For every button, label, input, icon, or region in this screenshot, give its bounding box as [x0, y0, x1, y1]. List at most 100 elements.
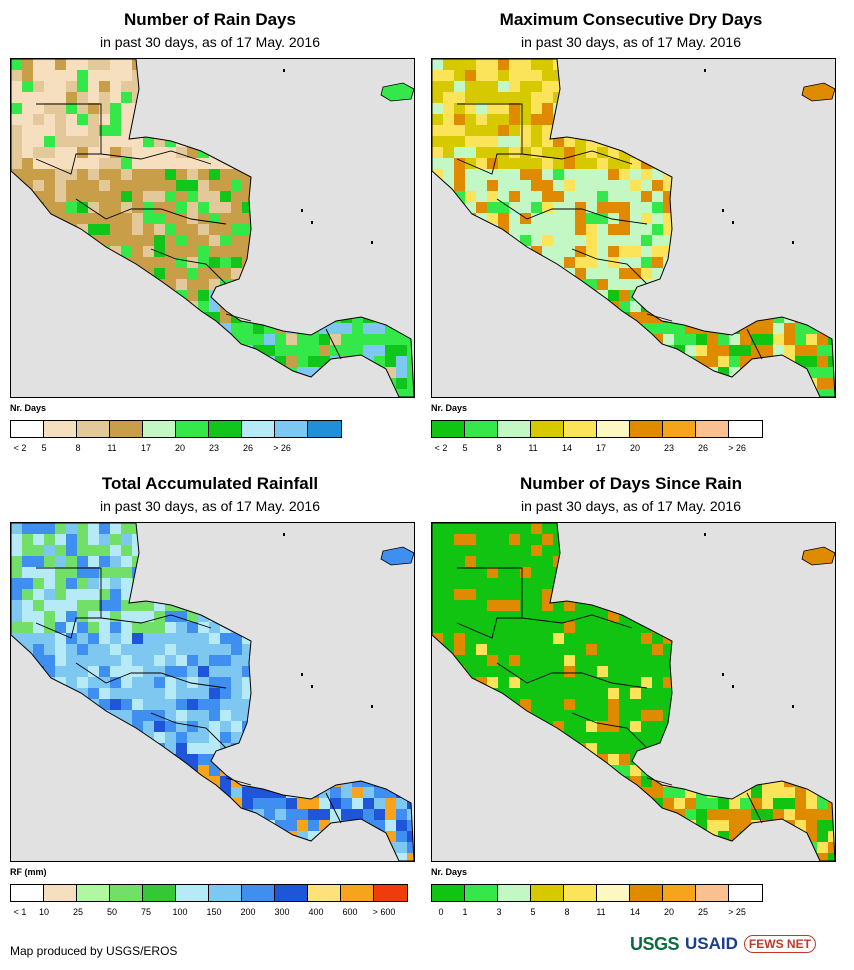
legend-tick-label: < 2 — [434, 443, 448, 453]
land-grid — [11, 59, 414, 397]
map-days-since-rain — [431, 522, 836, 862]
panel-subtitle: in past 30 days, as of 17 May. 2016 — [100, 498, 320, 514]
panel-rain-days: Number of Rain Days in past 30 days, as … — [0, 0, 420, 460]
legend-colorbar — [431, 884, 763, 902]
legend-swatch — [498, 421, 531, 437]
island-jamaica — [801, 546, 835, 566]
legend-tick-label: 0 — [438, 907, 444, 917]
legend-swatch — [663, 885, 696, 901]
country-border — [456, 567, 523, 639]
legend-swatch — [696, 421, 729, 437]
country-border — [571, 248, 648, 285]
legend-tick-label: 8 — [564, 907, 570, 917]
legend-tick-label: 300 — [274, 907, 290, 917]
legend-tick-label: 11 — [596, 907, 606, 917]
legend-tick-label: < 1 — [13, 907, 27, 917]
country-border — [571, 712, 648, 749]
legend-swatch — [597, 421, 630, 437]
legend-swatch — [77, 421, 110, 437]
legend-swatch — [531, 885, 564, 901]
legend-tick-label: < 2 — [13, 443, 27, 453]
legend-tick-label: 400 — [308, 907, 324, 917]
map-total-rainfall — [10, 522, 415, 862]
country-border — [746, 328, 763, 360]
coastline — [432, 59, 835, 397]
legend-swatch — [564, 885, 597, 901]
country-border — [325, 792, 342, 824]
legend-swatch — [110, 421, 143, 437]
small-island — [732, 221, 734, 224]
legend-tick-label: 26 — [242, 443, 254, 453]
country-border — [456, 103, 523, 175]
island-jamaica — [801, 82, 835, 102]
legend-swatch — [143, 421, 176, 437]
country-border — [225, 777, 252, 786]
legend-swatch — [11, 421, 44, 437]
legend-swatch — [209, 421, 242, 437]
legend-tick-label: 17 — [595, 443, 607, 453]
panel-title: Number of Days Since Rain — [519, 474, 742, 493]
legend-title: Nr. Days — [431, 867, 468, 877]
country-border — [521, 614, 633, 629]
country-border — [521, 150, 633, 165]
legend-tick-label: 20 — [174, 443, 186, 453]
country-border — [150, 712, 227, 749]
small-island — [301, 209, 303, 212]
panel-subtitle: in past 30 days, as of 17 May. 2016 — [521, 34, 741, 50]
legend-tick-label: 14 — [561, 443, 573, 453]
legend-swatch — [143, 885, 176, 901]
country-border — [75, 662, 227, 689]
legend-tick-label: > 26 — [728, 443, 746, 453]
legend-swatch — [465, 885, 498, 901]
fews-net-logo: FEWS NET — [743, 935, 816, 953]
legend-swatch — [432, 885, 465, 901]
legend-swatch — [308, 885, 341, 901]
country-border — [35, 103, 102, 175]
legend-tick-label: 150 — [206, 907, 222, 917]
legend-swatch — [630, 421, 663, 437]
legend-tick-label: 75 — [140, 907, 152, 917]
legend-colorbar — [431, 420, 763, 438]
small-island — [792, 241, 794, 244]
legend-tick-label: 1 — [462, 907, 468, 917]
country-border — [225, 313, 252, 322]
legend-swatch — [176, 885, 209, 901]
land-grid — [11, 523, 414, 861]
panel-total-rainfall: Total Accumulated Rainfall in past 30 da… — [0, 464, 420, 924]
legend-tick-label: 26 — [697, 443, 709, 453]
legend-tick-label: 25 — [697, 907, 709, 917]
small-island — [311, 221, 313, 224]
map-max-dry-days — [431, 58, 836, 398]
legend-swatch — [176, 421, 209, 437]
legend-swatch — [275, 421, 308, 437]
country-border — [325, 328, 342, 360]
small-island — [301, 673, 303, 676]
map-rain-days — [10, 58, 415, 398]
legend-tick-label: 23 — [663, 443, 675, 453]
legend-swatch — [308, 421, 341, 437]
legend-tick-label: 8 — [75, 443, 81, 453]
panel-title: Number of Rain Days — [124, 10, 296, 29]
panel-max-dry-days: Maximum Consecutive Dry Days in past 30 … — [421, 0, 841, 460]
legend-swatch — [498, 885, 531, 901]
legend-swatch — [275, 885, 308, 901]
legend-swatch — [663, 421, 696, 437]
legend-swatch — [729, 421, 762, 437]
small-island — [732, 685, 734, 688]
coastline — [11, 59, 414, 397]
legend-swatch — [242, 421, 275, 437]
legend-tick-label: 3 — [496, 907, 502, 917]
map-canvas — [11, 523, 414, 861]
legend-tick-label: 20 — [629, 443, 641, 453]
legend-swatch — [432, 421, 465, 437]
country-border — [646, 313, 673, 322]
footer-credit: Map produced by USGS/EROS — [10, 944, 178, 958]
legend-swatch — [729, 885, 762, 901]
legend-tick-label: 23 — [208, 443, 220, 453]
legend-title: Nr. Days — [431, 403, 468, 413]
small-island — [283, 533, 285, 536]
country-border — [35, 567, 102, 639]
legend-swatch — [531, 421, 564, 437]
legend-swatch — [242, 885, 275, 901]
country-border — [746, 792, 763, 824]
